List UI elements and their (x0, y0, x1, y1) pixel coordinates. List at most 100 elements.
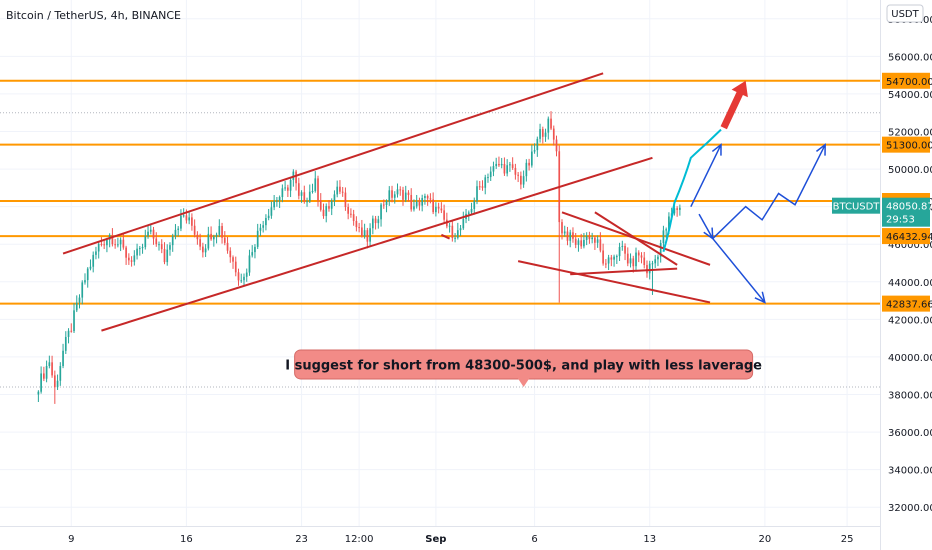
level-price-tag[interactable] (882, 228, 930, 245)
currency-label[interactable]: USDT (891, 9, 919, 20)
candle-body (114, 244, 116, 246)
candle-body (127, 257, 130, 261)
candle-body (207, 233, 210, 249)
candle-body (119, 239, 122, 245)
candle-body (429, 198, 432, 200)
candle-body (621, 245, 624, 247)
candle-body (366, 230, 369, 242)
candle-body (588, 236, 591, 240)
candle-body (355, 220, 358, 228)
candle-body (64, 336, 67, 351)
time-tick-label: 6 (531, 534, 537, 545)
candle-body (350, 213, 352, 215)
candle-body (435, 206, 437, 213)
candle-body (347, 206, 350, 214)
projection-path-blue[interactable] (690, 144, 722, 207)
candle-body (45, 366, 48, 379)
candle-body (53, 375, 56, 388)
candle-body (133, 255, 136, 262)
candle-body (229, 250, 232, 258)
candle-body (81, 282, 84, 298)
candle-body (432, 199, 434, 213)
candle-body (547, 118, 550, 133)
candle-body (673, 208, 676, 214)
candle-body (481, 186, 484, 188)
symbol-label: BTCUSDT (833, 202, 881, 213)
candle-body (643, 257, 646, 266)
candle-body (396, 189, 399, 195)
annotation-pointer (517, 377, 530, 387)
candle-body (541, 129, 544, 137)
candle-body (533, 150, 536, 152)
candle-body (377, 219, 380, 224)
candle-body (56, 380, 59, 388)
level-price-tag[interactable] (882, 136, 930, 153)
projection-path-blue[interactable] (712, 144, 826, 240)
level-price-tag[interactable] (882, 72, 930, 89)
currency-button-frame[interactable] (886, 4, 924, 23)
candle-body (204, 248, 207, 253)
projection-path-blue[interactable] (712, 238, 766, 303)
currency-button[interactable]: USDT (886, 4, 924, 23)
time-tick-label: Sep (425, 534, 446, 545)
trend-line[interactable] (594, 211, 678, 266)
candle-body (297, 183, 300, 196)
candle-body (289, 179, 292, 191)
level-price-tag[interactable] (882, 295, 930, 312)
candle-body (380, 204, 382, 220)
candle-body (306, 201, 308, 203)
candle-body (654, 259, 657, 264)
candle-body (470, 208, 473, 213)
candle-body (62, 350, 64, 367)
projection-path-cyan[interactable] (662, 128, 722, 253)
candle-body (251, 252, 254, 256)
candle-body (498, 163, 500, 166)
candle-body (333, 194, 336, 201)
candle-body (618, 246, 621, 257)
candle-body (67, 330, 70, 337)
candle-body (624, 245, 626, 254)
candle-body (147, 231, 149, 237)
price-tick-label: 34000.00 (888, 466, 932, 477)
level-price-label: 51300.00 (886, 141, 932, 152)
candle-body (308, 191, 311, 202)
candle-body (100, 243, 103, 245)
candle-body (626, 253, 629, 264)
candle-body (437, 206, 440, 209)
trend-line[interactable] (517, 260, 711, 304)
last-price-label: 48050.87 (886, 202, 932, 213)
projection-arrow-red[interactable] (720, 80, 748, 130)
candle-body (125, 247, 127, 258)
level-price-label: 42837.66 (886, 300, 932, 311)
candle-body (303, 192, 306, 202)
candle-body (180, 215, 182, 229)
candle-body (495, 163, 498, 167)
candle-body (369, 228, 371, 242)
projection-path-blue[interactable] (698, 213, 714, 239)
price-tick-label: 56000.00 (888, 52, 932, 63)
price-tick-label: 54000.00 (888, 90, 932, 101)
trend-line[interactable] (570, 267, 678, 276)
plot-area[interactable]: I suggest for short from 48300-500$, and… (0, 0, 880, 526)
trend-line[interactable] (440, 233, 451, 240)
candle-body (73, 310, 75, 332)
trend-line[interactable] (62, 72, 604, 255)
projection-arrowhead (815, 143, 826, 156)
trend-line[interactable] (101, 156, 653, 332)
candle-body (517, 174, 519, 176)
candle-body (629, 258, 632, 264)
last-price-tag[interactable] (882, 197, 930, 227)
candle-body (605, 263, 607, 265)
time-axis[interactable]: 9 16 23 12:00 Sep 6 13 20 25 (0, 526, 880, 550)
candle-body (591, 237, 593, 240)
candle-body (676, 208, 678, 210)
candle-body (393, 194, 396, 198)
symbol-tag[interactable] (832, 197, 880, 214)
candle-body (358, 227, 360, 229)
candle-body (651, 263, 654, 265)
candle-body (583, 239, 585, 247)
candle-body (596, 239, 599, 243)
annotation-callout[interactable]: I suggest for short from 48300-500$, and… (285, 349, 762, 387)
candle-body (352, 214, 355, 221)
